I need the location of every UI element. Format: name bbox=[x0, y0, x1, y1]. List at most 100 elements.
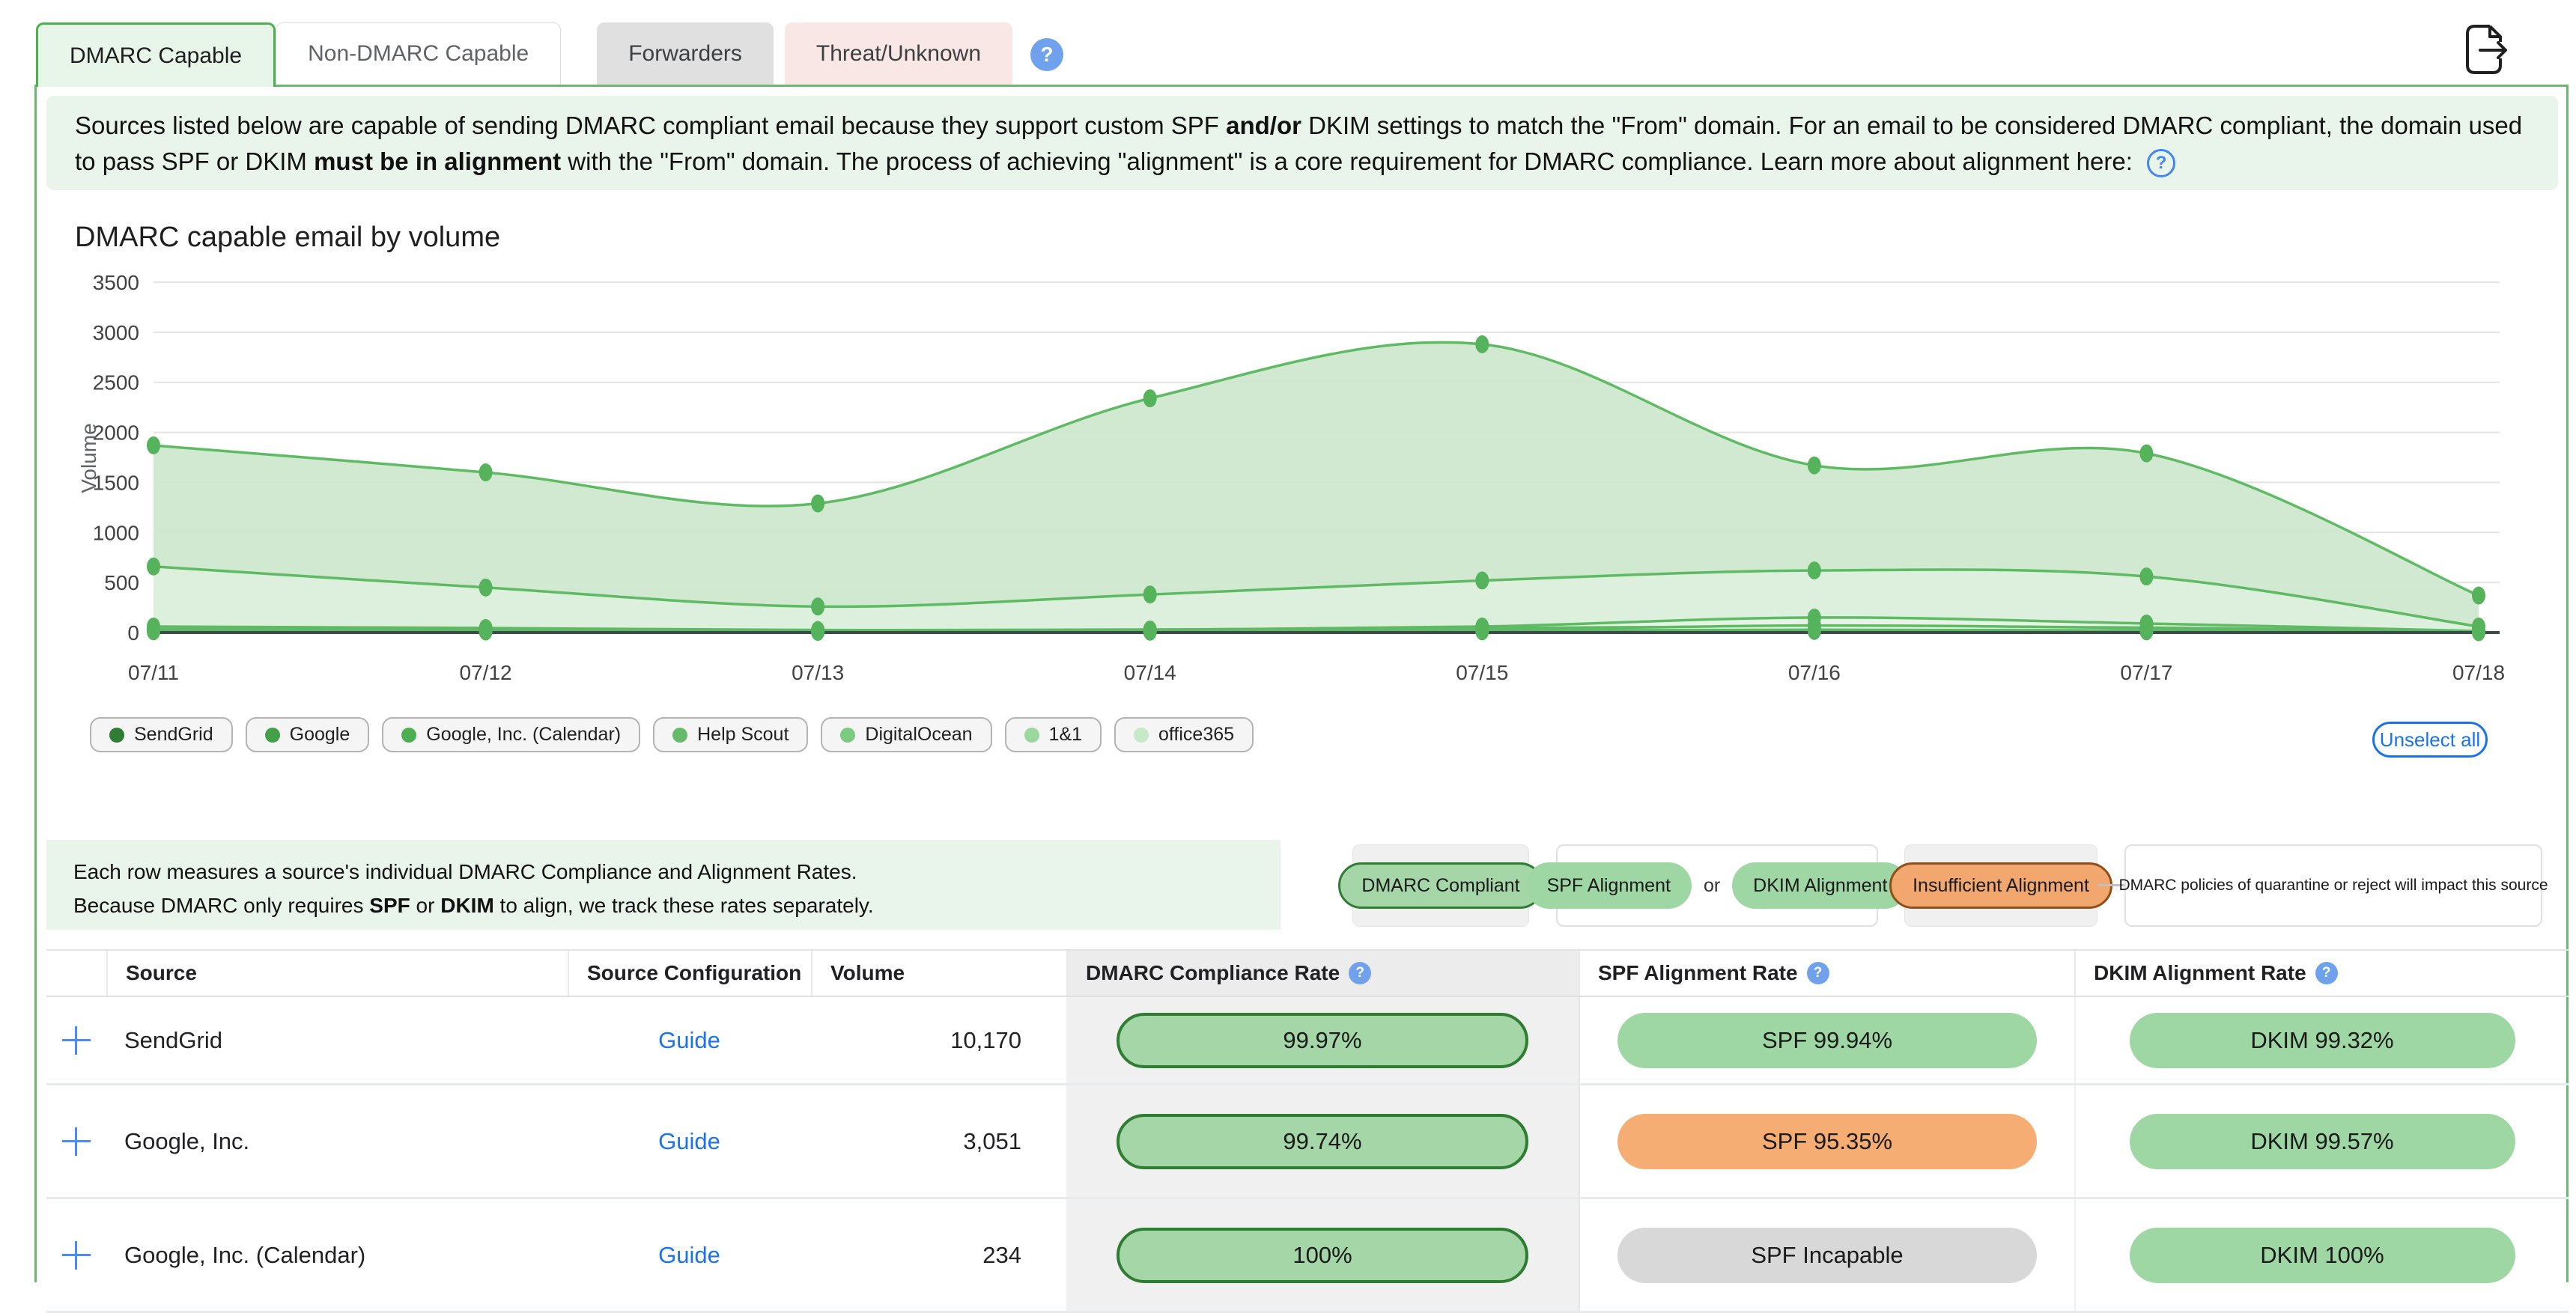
series-color-dot bbox=[401, 727, 417, 743]
sources-table: Source Source Configuration Volume DMARC… bbox=[46, 949, 2569, 1313]
series-color-dot bbox=[109, 727, 124, 743]
volume-area-chart: 0 500 1000 1500 2000 2500 3000 3500 07/11 07/12 07… bbox=[77, 271, 2505, 684]
table-row: SendGrid Guide 10,170 99.97% SPF 99.94% … bbox=[46, 997, 2569, 1085]
series-label: 1&1 bbox=[1048, 724, 1083, 745]
description-banner: Sources listed below are capable of send… bbox=[46, 96, 2558, 190]
header-spf-rate: SPF Alignment Rate? bbox=[1579, 951, 2074, 996]
table-row: Google, Inc. Guide 3,051 99.74% SPF 95.3… bbox=[46, 1085, 2569, 1199]
tabs-help-icon[interactable]: ? bbox=[1030, 38, 1064, 71]
dkim-rate-help-icon[interactable]: ? bbox=[2315, 962, 2338, 984]
spf-alignment-badge: SPF Alignment bbox=[1525, 862, 1692, 909]
series-color-dot bbox=[1024, 727, 1039, 743]
expand-row-button[interactable] bbox=[62, 1127, 91, 1156]
policy-note-text: DMARC policies of quarantine or reject w… bbox=[2118, 877, 2548, 894]
insufficient-badge-card: Insufficient Alignment bbox=[1889, 844, 2112, 927]
series-label: Help Scout bbox=[697, 724, 789, 745]
insufficient-alignment-badge: Insufficient Alignment bbox=[1889, 862, 2112, 909]
guide-link[interactable]: Guide bbox=[658, 1026, 720, 1053]
source-name: Google, Inc. (Calendar) bbox=[124, 1241, 366, 1268]
rates-note: Each row measures a source's individual … bbox=[46, 840, 1281, 930]
spf-rate-pill: SPF 95.35% bbox=[1617, 1113, 2037, 1169]
series-label: DigitalOcean bbox=[865, 724, 973, 745]
legend-chip-google[interactable]: Google bbox=[245, 717, 370, 752]
svg-text:07/15: 07/15 bbox=[1456, 661, 1508, 684]
volume-value: 234 bbox=[982, 1241, 1021, 1268]
svg-text:500: 500 bbox=[104, 571, 139, 594]
dkim-rate-pill: DKIM 99.57% bbox=[2129, 1113, 2515, 1169]
series-label: SendGrid bbox=[134, 724, 213, 745]
rates-note-line1: Each row measures a source's individual … bbox=[73, 860, 857, 883]
svg-text:2000: 2000 bbox=[93, 421, 139, 445]
source-name: Google, Inc. bbox=[124, 1127, 250, 1154]
dmarc-compliant-badge: DMARC Compliant bbox=[1338, 862, 1543, 909]
series-color-dot bbox=[672, 727, 688, 743]
svg-text:07/18: 07/18 bbox=[2452, 661, 2505, 684]
header-source-config: Source Configuration bbox=[568, 951, 811, 996]
legend-chip-google-inc-calendar[interactable]: Google, Inc. (Calendar) bbox=[382, 717, 641, 752]
legend-chip-help-scout[interactable]: Help Scout bbox=[653, 717, 809, 752]
legend-chip-sendgrid[interactable]: SendGrid bbox=[90, 717, 233, 752]
tab-bar: DMARC Capable Non-DMARC Capable Forwarde… bbox=[36, 22, 1064, 87]
series-color-dot bbox=[840, 727, 856, 743]
tab-forwarders[interactable]: Forwarders bbox=[597, 22, 774, 85]
rates-note-line2: Because DMARC only requires SPF or DKIM … bbox=[73, 894, 874, 917]
svg-text:07/16: 07/16 bbox=[1788, 661, 1841, 684]
series-label: Google bbox=[289, 724, 350, 745]
dkim-rate-pill: DKIM 99.32% bbox=[2129, 1012, 2515, 1068]
export-icon bbox=[2466, 25, 2507, 74]
compliant-badge-card: DMARC Compliant bbox=[1338, 844, 1543, 927]
legend-chip-digitalocean[interactable]: DigitalOcean bbox=[821, 717, 992, 752]
expand-row-button[interactable] bbox=[62, 1026, 91, 1055]
table-row: Google, Inc. (Calendar) Guide 234 100% S… bbox=[46, 1199, 2569, 1313]
unselect-all-button[interactable]: Unselect all bbox=[2372, 722, 2488, 758]
svg-text:2500: 2500 bbox=[93, 371, 139, 394]
alignment-help-icon[interactable]: ? bbox=[2147, 149, 2176, 178]
svg-text:1000: 1000 bbox=[93, 521, 139, 544]
header-volume: Volume bbox=[811, 951, 1066, 996]
dmarc-rate-pill: 100% bbox=[1117, 1227, 1528, 1283]
tab-non-dmarc-capable[interactable]: Non-DMARC Capable bbox=[276, 22, 562, 85]
dmarc-rate-pill: 99.97% bbox=[1117, 1012, 1528, 1068]
spf-rate-pill: SPF Incapable bbox=[1617, 1227, 2037, 1283]
series-label: Google, Inc. (Calendar) bbox=[426, 724, 622, 745]
series-color-dot bbox=[1134, 727, 1149, 743]
legend-chip-office365[interactable]: office365 bbox=[1114, 717, 1254, 752]
export-button[interactable] bbox=[2455, 19, 2515, 79]
series-label: office365 bbox=[1158, 724, 1235, 745]
description-text: Sources listed below are capable of send… bbox=[75, 112, 1227, 139]
svg-text:3000: 3000 bbox=[93, 321, 139, 344]
series-legend: SendGrid Google Google, Inc. (Calendar) Hel… bbox=[90, 717, 1254, 752]
volume-value: 3,051 bbox=[963, 1127, 1021, 1154]
svg-text:1500: 1500 bbox=[93, 471, 139, 494]
dkim-alignment-badge: DKIM Alignment bbox=[1732, 862, 1909, 909]
svg-text:0: 0 bbox=[127, 621, 139, 645]
svg-text:Volume: Volume bbox=[77, 423, 100, 493]
chart-title: DMARC capable email by volume bbox=[75, 222, 501, 253]
guide-link[interactable]: Guide bbox=[658, 1241, 720, 1268]
spf-rate-pill: SPF 99.94% bbox=[1617, 1012, 2037, 1068]
tab-threat-unknown[interactable]: Threat/Unknown bbox=[784, 22, 1013, 85]
expand-row-button[interactable] bbox=[62, 1240, 91, 1270]
dmarc-rate-help-icon[interactable]: ? bbox=[1349, 962, 1372, 984]
tab-dmarc-capable[interactable]: DMARC Capable bbox=[36, 22, 276, 87]
svg-text:07/14: 07/14 bbox=[1124, 661, 1176, 684]
series-color-dot bbox=[264, 727, 280, 743]
header-source: Source bbox=[106, 951, 568, 996]
svg-text:07/17: 07/17 bbox=[2120, 661, 2172, 684]
alignment-badge-card: SPF Alignment or DKIM Alignment bbox=[1525, 844, 1909, 927]
legend-chip-1-1[interactable]: 1&1 bbox=[1004, 717, 1102, 752]
spf-rate-help-icon[interactable]: ? bbox=[1806, 962, 1829, 984]
table-header-row: Source Source Configuration Volume DMARC… bbox=[46, 951, 2569, 997]
svg-text:07/11: 07/11 bbox=[128, 661, 179, 684]
header-expand bbox=[46, 951, 106, 996]
dmarc-rate-pill: 99.74% bbox=[1117, 1113, 1528, 1169]
header-dkim-rate: DKIM Alignment Rate? bbox=[2074, 951, 2569, 996]
badge-connector-2 bbox=[2097, 884, 2124, 886]
dkim-rate-pill: DKIM 100% bbox=[2129, 1227, 2515, 1283]
volume-value: 10,170 bbox=[950, 1026, 1021, 1053]
guide-link[interactable]: Guide bbox=[658, 1127, 720, 1154]
source-name: SendGrid bbox=[124, 1026, 222, 1053]
or-label: or bbox=[1703, 874, 1721, 896]
svg-text:07/13: 07/13 bbox=[792, 661, 844, 684]
svg-text:07/12: 07/12 bbox=[460, 661, 512, 684]
